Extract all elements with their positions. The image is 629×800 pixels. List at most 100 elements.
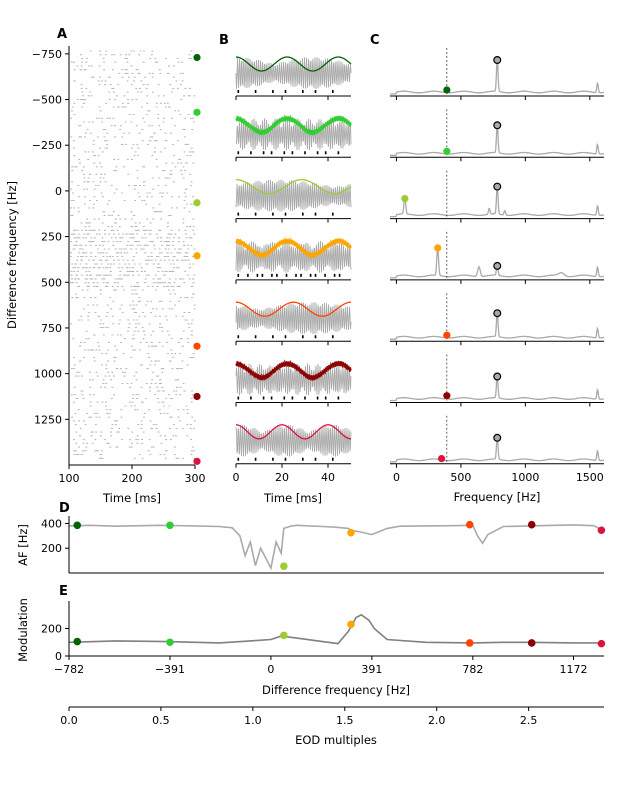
panel-b-xlabel: Time [ms] xyxy=(263,491,322,505)
panel-c-peak-colored xyxy=(443,147,451,155)
panel-e-xtick-label: 1172 xyxy=(560,663,588,676)
panel-b-spike-ticks xyxy=(237,212,334,216)
panel-b-spike-ticks xyxy=(237,335,334,339)
panel-a-marker xyxy=(193,392,201,401)
panel-a-ytick-label: 1250 xyxy=(34,413,62,426)
secondary-tick-label: 0.5 xyxy=(152,714,170,727)
panel-d-marker xyxy=(597,526,606,535)
panel-b-spike-ticks xyxy=(237,151,340,155)
panel-c-peak-open xyxy=(493,182,502,191)
panel-label-c: C xyxy=(370,33,380,48)
panel-b-carrier-trace xyxy=(235,57,352,90)
panel-a-marker xyxy=(193,342,201,350)
panel-a-ytick-label: −500 xyxy=(32,94,62,107)
panel-c-peak-colored xyxy=(437,455,446,463)
panel-a-marker xyxy=(193,457,201,465)
panel-c-peak-colored xyxy=(443,86,451,94)
panel-a-marker xyxy=(193,199,201,207)
panel-a-ytick-label: 750 xyxy=(41,322,62,335)
secondary-tick-label: 1.0 xyxy=(244,714,262,727)
panel-e-modulation-plot: 0 200 −782 −391 0 391 782 1172 xyxy=(41,601,606,676)
panel-d-ylabel: AF [Hz] xyxy=(16,524,30,566)
panel-b-carrier-trace xyxy=(235,363,352,396)
secondary-tick-label: 1.5 xyxy=(336,714,354,727)
panel-d-marker xyxy=(73,521,82,530)
secondary-tick-label: 0.0 xyxy=(60,714,78,727)
panel-d-ytick-label: 200 xyxy=(41,542,62,555)
panel-d-marker xyxy=(166,521,174,530)
panel-c-peak-colored xyxy=(443,392,451,400)
panel-c-peak-open xyxy=(493,433,502,442)
panel-c-peak-open xyxy=(493,55,502,64)
panel-a-xtick-label: 300 xyxy=(185,472,206,485)
panel-b-envelope-trace xyxy=(236,56,352,72)
panel-e-xlabel: Difference frequency [Hz] xyxy=(262,683,410,697)
panel-b-envelope-trace xyxy=(235,113,352,136)
panel-c-xtick-label: 1000 xyxy=(511,471,539,484)
panel-b-envelope-trace xyxy=(236,424,351,440)
panel-a-ytick-label: −750 xyxy=(32,48,62,61)
panel-b-spike-ticks xyxy=(237,396,340,400)
panel-c-peak-open xyxy=(493,372,502,381)
panel-d-line xyxy=(68,524,605,571)
panel-c-xtick-label: 500 xyxy=(450,471,471,484)
panel-b-spike-ticks xyxy=(237,457,334,461)
panel-label-a: A xyxy=(57,27,67,42)
panel-b-envelope-trace xyxy=(235,359,352,381)
panel-b-carrier-trace xyxy=(235,302,352,335)
panel-e-xtick-label: 0 xyxy=(267,663,274,676)
panel-c-peak-open xyxy=(493,309,502,318)
panel-b-xtick-label: 40 xyxy=(321,471,335,484)
panel-a-ytick-label: 250 xyxy=(41,231,62,244)
panel-d-ytick-label: 400 xyxy=(41,517,62,530)
panel-b-envelope-trace xyxy=(236,301,351,317)
panel-b-envelope-trace xyxy=(236,178,352,195)
panel-d-marker xyxy=(527,520,536,529)
panel-b-carrier-trace xyxy=(235,240,352,273)
panel-b-carrier-trace xyxy=(235,425,352,457)
panel-b-xtick-label: 0 xyxy=(233,471,240,484)
panel-label-b: B xyxy=(219,33,229,48)
panel-d-marker xyxy=(347,528,355,537)
panel-c-xlabel: Frequency [Hz] xyxy=(454,490,541,504)
panel-e-ytick-label: 0 xyxy=(55,650,62,663)
panel-a-xtick-label: 100 xyxy=(59,472,80,485)
panel-d-marker xyxy=(465,520,474,529)
panel-b-carrier-trace xyxy=(235,179,352,212)
panel-b-spike-ticks xyxy=(237,90,334,93)
panel-c-peak-open xyxy=(493,121,502,130)
panel-e-xtick-label: −391 xyxy=(155,663,185,676)
panel-e-ytick-label: 200 xyxy=(41,623,62,636)
spike-raster xyxy=(70,50,196,459)
panel-a-xtick-label: 200 xyxy=(122,472,143,485)
panel-b-xtick-label: 20 xyxy=(275,471,289,484)
panel-c-peak-colored xyxy=(401,195,409,203)
panel-b-envelope-trace xyxy=(235,236,352,258)
panel-a-ylabel: Difference frequency [Hz] xyxy=(5,181,19,329)
secondary-xlabel: EOD multiples xyxy=(295,733,377,747)
secondary-tick-label: 2.5 xyxy=(520,714,538,727)
panel-e-marker xyxy=(527,639,536,647)
panel-b-spike-ticks xyxy=(237,273,341,277)
panel-a-ytick-label: −250 xyxy=(32,139,62,152)
panel-e-line xyxy=(68,613,604,645)
panel-e-marker xyxy=(280,631,288,640)
panel-e-xtick-label: 391 xyxy=(361,663,382,676)
secondary-axis: 0.0 0.5 1.0 1.5 2.0 2.5 xyxy=(60,706,604,727)
panel-a-marker xyxy=(193,108,201,116)
panel-a-xlabel: Time [ms] xyxy=(102,491,161,505)
panel-c-xtick-label: 1500 xyxy=(576,471,604,484)
panel-a-marker xyxy=(193,252,201,260)
panel-b-carrier-trace xyxy=(235,118,352,151)
panel-e-xtick-label: −782 xyxy=(54,663,84,676)
panel-label-e: E xyxy=(59,584,68,599)
panel-b-traces: 0 20 40 xyxy=(233,56,352,484)
panel-a-ytick-label: 1000 xyxy=(34,368,62,381)
panel-a-ytick-label: 0 xyxy=(55,185,62,198)
panel-a-marker xyxy=(193,53,201,62)
panel-a-raster: −750 −500 −250 0 250 500 750 1000 1250 100 200 300 xyxy=(32,46,206,485)
panel-d-af-plot: 200 400 xyxy=(41,516,606,574)
panel-d-marker xyxy=(280,562,288,570)
panel-e-xtick-label: 782 xyxy=(462,663,483,676)
